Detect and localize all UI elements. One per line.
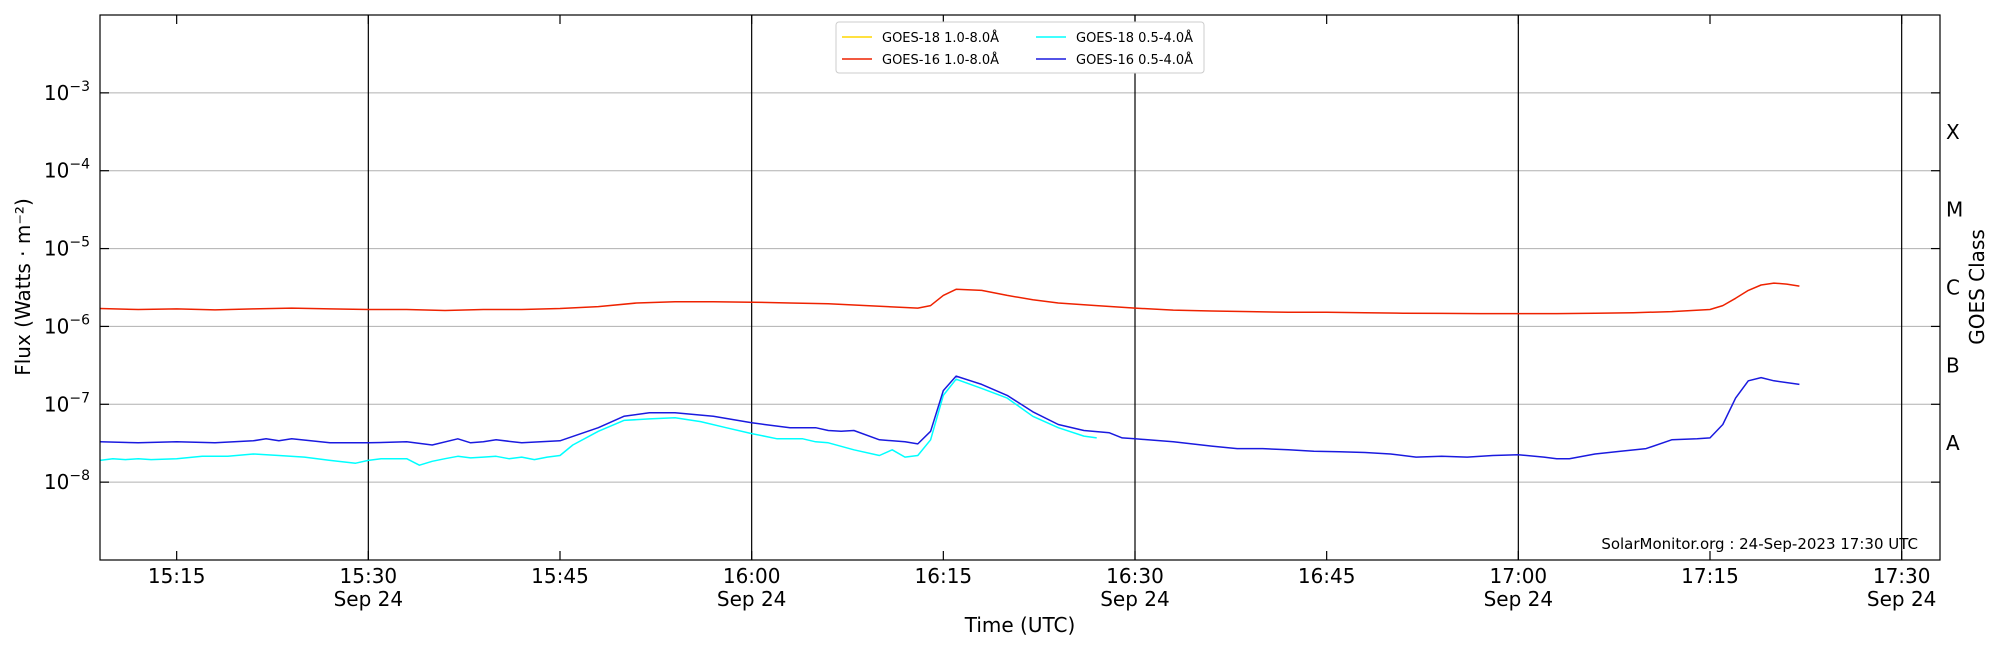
- goes-class-label: C: [1946, 276, 1960, 300]
- time-markers: [367, 15, 1903, 560]
- series-line-3: [99, 375, 1800, 460]
- y-tick-label: 10−3: [44, 79, 90, 105]
- x-tick-label: 15:15: [148, 564, 206, 588]
- goes-class-label: X: [1946, 120, 1960, 144]
- x-tick-date-label: Sep 24: [1867, 587, 1937, 611]
- legend-entry: GOES-16 0.5-4.0Å: [1076, 52, 1193, 68]
- watermark-text: SolarMonitor.org : 24-Sep-2023 17:30 UTC: [1601, 535, 1918, 553]
- x-tick-label: 16:00: [723, 564, 781, 588]
- x-tick-date-label: Sep 24: [334, 587, 404, 611]
- legend-entry: GOES-16 1.0-8.0Å: [882, 52, 999, 68]
- x-tick-date-label: Sep 24: [1100, 587, 1170, 611]
- x-axis-label: Time (UTC): [964, 613, 1076, 637]
- x-tick-label: 16:15: [915, 564, 973, 588]
- y-tick-label: 10−6: [44, 312, 90, 338]
- legend-entry: GOES-18 0.5-4.0Å: [1076, 30, 1193, 46]
- x-tick-label: 17:15: [1681, 564, 1739, 588]
- legend: GOES-18 1.0-8.0Å GOES-16 1.0-8.0Å GOES-18 …: [835, 21, 1205, 74]
- series-line-2: [99, 378, 1097, 466]
- y-axis-ticks: 10−8 10−7 10−6 10−5 10−4 10−3: [44, 79, 1940, 494]
- x-tick-label: 15:30: [340, 564, 398, 588]
- x-tick-label: 17:00: [1490, 564, 1548, 588]
- plot-frame: [99, 14, 1941, 561]
- y-tick-label: 10−5: [44, 235, 90, 261]
- legend-entry: GOES-18 1.0-8.0Å: [882, 30, 999, 46]
- right-axis-label: GOES Class: [1965, 229, 1989, 345]
- legend-box: [835, 21, 1205, 74]
- x-tick-label: 16:30: [1106, 564, 1164, 588]
- x-tick-label: 15:45: [531, 564, 589, 588]
- goes-class-labels: A B C M X: [1946, 120, 1963, 455]
- goes-class-label: A: [1946, 431, 1960, 455]
- x-tick-label: 16:45: [1298, 564, 1356, 588]
- goes-class-label: M: [1946, 198, 1963, 222]
- goes-class-label: B: [1946, 353, 1960, 377]
- y-tick-label: 10−8: [44, 468, 90, 494]
- y-axis-label: Flux (Watts · m⁻²): [11, 198, 35, 376]
- series-line-1: [99, 282, 1800, 315]
- y-tick-label: 10−7: [44, 390, 90, 416]
- series-lines: [99, 282, 1800, 466]
- x-tick-date-label: Sep 24: [717, 587, 787, 611]
- x-tick-label: 17:30: [1873, 564, 1931, 588]
- y-tick-label: 10−4: [44, 157, 90, 183]
- x-tick-date-label: Sep 24: [1484, 587, 1554, 611]
